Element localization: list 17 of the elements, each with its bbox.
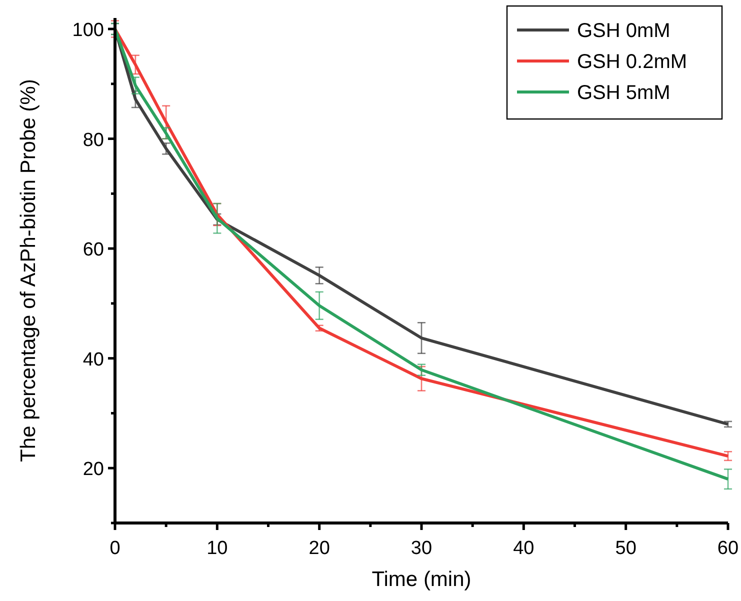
- legend-label: GSH 0.2mM: [577, 51, 688, 73]
- x-tick-label: 30: [410, 538, 432, 559]
- x-tick-label: 20: [308, 538, 330, 559]
- x-tick-label: 60: [717, 538, 739, 559]
- y-tick-label: 100: [72, 20, 104, 41]
- x-tick-label: 50: [615, 538, 636, 559]
- y-tick-label: 60: [82, 240, 104, 261]
- legend-label: GSH 5mM: [577, 82, 670, 104]
- legend-label: GSH 0mM: [577, 20, 670, 42]
- x-tick-label: 0: [110, 538, 120, 559]
- y-tick-label: 40: [82, 349, 104, 370]
- x-tick-label: 10: [206, 538, 228, 559]
- y-tick-label: 80: [82, 130, 104, 151]
- y-tick-label: 20: [82, 459, 104, 480]
- y-axis-title: The percentage of AzPh-biotin Probe (%): [17, 79, 40, 462]
- x-tick-label: 40: [513, 538, 534, 559]
- x-axis-title: Time (min): [372, 568, 472, 591]
